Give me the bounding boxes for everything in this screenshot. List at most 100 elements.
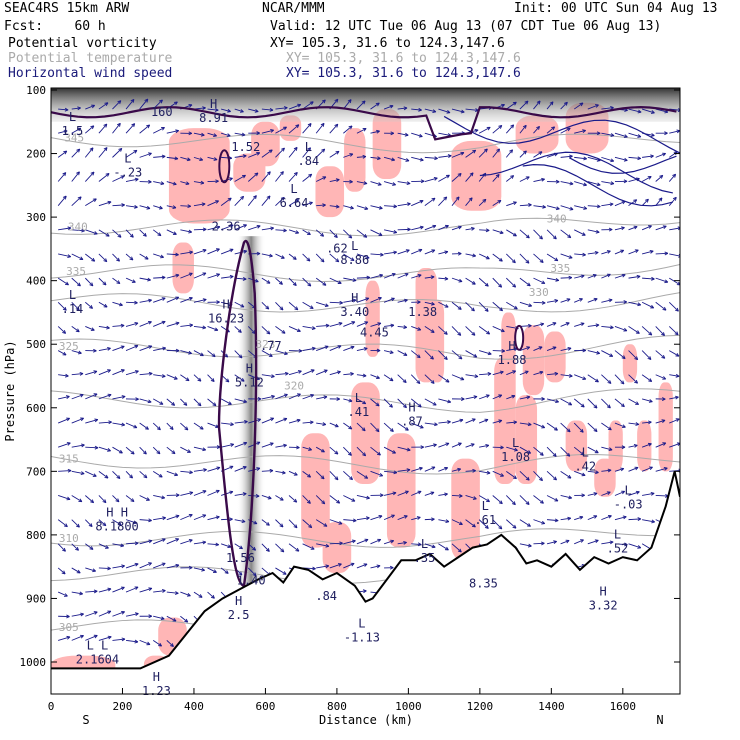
wind-arrowhead [348,425,353,430]
wind-vector [451,108,465,113]
wind-arrowhead [634,379,639,384]
wind-arrowhead [334,123,339,128]
wind-arrowhead [648,378,653,382]
wind-arrowhead [241,519,246,524]
wind-arrowhead [160,616,165,621]
wind-arrowhead [623,179,628,184]
wind-arrowhead [609,353,614,357]
wind-vector [343,253,355,261]
wind-vector [112,301,123,306]
wind-vector [628,156,641,159]
theta-contour [51,264,680,283]
wind-vector [587,422,598,432]
wind-vector [315,148,326,158]
wind-vector [166,398,175,406]
wind-arrowhead [242,492,247,496]
wind-vector [411,274,422,279]
wind-arrowhead [157,232,162,237]
wind-vector [193,350,204,357]
theta-label: 315 [59,453,79,466]
wind-vector [478,419,489,424]
wind-vector [533,371,544,376]
wind-vector [601,250,611,255]
wind-vector [560,446,571,457]
wind-vector [451,301,462,310]
wind-vector [207,466,221,472]
wind-vector [505,149,513,158]
wind-vector [546,300,558,303]
wind-vector [57,172,67,182]
wind-arrowhead [295,547,300,552]
wind-vector [574,539,584,545]
wind-vector [641,374,652,382]
wind-vector [207,273,220,279]
wind-arrowhead [241,132,246,137]
wind-vector [71,543,79,551]
wind-vector [560,298,571,303]
wind-vector [207,374,215,382]
wind-arrowhead [444,546,449,551]
wind-arrowhead [390,131,395,136]
wind-arrowhead [296,445,300,450]
wind-vector [166,156,178,160]
wind-vector [519,150,527,158]
wind-arrowhead [107,346,111,351]
wind-arrowhead [185,377,190,382]
wind-arrowhead [78,498,83,503]
wind-arrowhead [322,203,326,208]
wind-arrowhead [582,348,586,353]
wind-vector [384,205,397,207]
wind-vector [451,495,463,497]
wind-vector [587,470,599,473]
wind-vector [302,519,313,529]
wind-arrowhead [525,501,530,506]
pv-contours [51,106,677,587]
wind-arrowhead [621,226,625,231]
wind-vector [139,422,149,430]
wind-vector [207,108,219,111]
wind-arrowhead [338,521,343,525]
wind-arrowhead [162,516,166,521]
wind-vector [112,204,125,207]
wind-arrowhead [361,100,366,105]
wind-arrowhead [197,402,202,407]
wind-arrowhead [634,249,639,254]
wind-arrowhead [498,394,503,398]
wind-vector [655,374,666,380]
wind-arrowhead [120,175,125,179]
extremum-mark: L [625,484,632,498]
wind-vector [573,446,585,456]
wind-vector [601,107,614,110]
wind-vector [438,467,448,472]
wind-vector [166,564,180,569]
wind-vector [71,394,84,400]
wind-vector [573,422,584,433]
wind-vector [98,347,111,352]
wind-vector [315,446,325,453]
wind-arrowhead [349,476,353,481]
wind-arrowhead [392,491,397,496]
wind-arrowhead [498,283,503,288]
wind-vector [71,196,82,206]
extremum-mark: H [600,585,607,599]
wind-vector [288,543,300,552]
wind-vector [71,127,82,134]
wind-arrowhead [365,297,370,301]
wind-vector [71,417,84,424]
wind-vector [506,395,516,400]
wind-arrowhead [610,133,615,137]
wind-vector [574,205,587,210]
wind-vector [329,371,341,376]
wind-vector [153,347,166,352]
wind-arrowhead [471,523,476,528]
wind-arrowhead [554,497,559,502]
wind-vector [207,132,217,137]
wind-vector [247,567,257,577]
wind-arrowhead [404,132,409,137]
wind-vector [98,470,109,479]
wind-arrowhead [594,539,599,544]
wind-arrowhead [501,103,505,108]
wind-arrowhead [377,182,382,186]
wind-vector [356,347,368,352]
